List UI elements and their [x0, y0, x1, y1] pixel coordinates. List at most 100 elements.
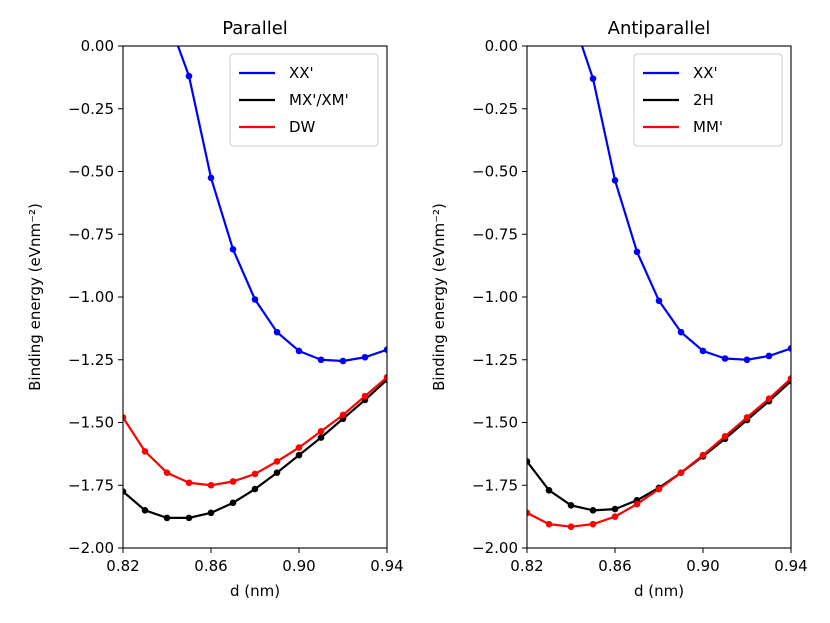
x-tick-label: 0.86 — [598, 557, 631, 575]
data-point-dw — [361, 392, 369, 400]
data-point-xx — [611, 176, 619, 184]
x-axis-label: d (nm) — [230, 582, 280, 600]
data-point-mx-xm — [207, 509, 215, 517]
data-point-xx — [787, 345, 791, 352]
y-tick-label: −0.50 — [68, 163, 114, 181]
data-point-xx — [655, 297, 663, 305]
data-point-xx — [251, 296, 259, 303]
y-tick-label: −2.00 — [68, 539, 114, 557]
data-point-mx-xm — [317, 434, 325, 441]
data-point-mx-xm — [123, 488, 127, 495]
legend-label-xx: XX' — [289, 64, 314, 82]
x-tick-label: 0.94 — [370, 557, 403, 575]
data-point-mm — [655, 485, 663, 493]
data-point-xx — [677, 328, 685, 336]
data-point-xx — [339, 357, 347, 365]
y-tick-label: 0.00 — [81, 37, 114, 55]
series-line-dw — [123, 376, 387, 487]
chart-title: Antiparallel — [608, 18, 711, 39]
data-point-2h — [545, 486, 553, 494]
data-point-xx — [383, 346, 387, 354]
data-point-mm — [611, 513, 619, 520]
data-point-dw — [229, 478, 237, 485]
data-point-dw — [163, 469, 171, 477]
legend-box — [229, 53, 379, 147]
legend-box — [633, 53, 783, 147]
chart-title: Parallel — [222, 18, 288, 39]
data-point-xx — [589, 75, 597, 82]
data-point-mm — [743, 414, 751, 421]
data-point-dw — [141, 448, 149, 455]
data-point-dw — [295, 444, 303, 451]
y-tick-label: −1.50 — [472, 414, 518, 432]
y-tick-label: −1.00 — [68, 288, 114, 306]
y-tick-label: 0.00 — [485, 37, 518, 55]
data-point-mx-xm — [141, 507, 149, 514]
x-tick-label: 0.86 — [194, 557, 227, 575]
data-point-xx — [699, 347, 707, 355]
data-point-mm — [677, 469, 685, 477]
y-tick-label: −1.50 — [68, 414, 114, 432]
y-tick-label: −0.75 — [472, 225, 518, 243]
legend-label-mm: MM' — [693, 118, 723, 136]
legend-label-dw: DW — [289, 118, 316, 136]
y-tick-label: −1.25 — [472, 351, 518, 369]
data-point-dw — [273, 458, 281, 465]
legend-label-mx-xm: MX'/XM' — [289, 91, 349, 109]
y-axis-label: Binding energy (eVnm⁻²) — [26, 203, 44, 391]
data-point-mx-xm — [251, 485, 259, 493]
data-point-xx — [317, 356, 325, 364]
y-tick-label: −1.25 — [68, 351, 114, 369]
data-point-mm — [699, 451, 707, 459]
y-tick-label: −0.25 — [472, 100, 518, 118]
data-point-xx — [633, 248, 641, 256]
data-point-mm — [545, 520, 553, 528]
parallel-panel: Parallel Binding energy (eVnm⁻²) d (nm) … — [26, 18, 404, 600]
data-point-mm — [567, 523, 575, 530]
data-point-mx-xm — [163, 514, 171, 522]
data-point-mx-xm — [273, 469, 281, 477]
data-point-xx — [273, 328, 281, 336]
y-tick-label: −1.75 — [68, 476, 114, 494]
x-tick-label: 0.94 — [774, 557, 807, 575]
legend-label-xx: XX' — [693, 64, 718, 82]
data-point-xx — [207, 174, 215, 182]
data-point-dw — [185, 479, 193, 487]
data-point-xx — [229, 246, 237, 253]
y-tick-label: −1.00 — [472, 288, 518, 306]
y-tick-label: −0.50 — [472, 163, 518, 181]
x-tick-label: 0.90 — [686, 557, 719, 575]
data-point-xx — [721, 355, 729, 362]
y-tick-label: −2.00 — [472, 539, 518, 557]
data-point-mm — [765, 395, 773, 402]
data-point-2h — [567, 502, 575, 509]
antiparallel-panel: Antiparallel Binding energy (eVnm⁻²) d (… — [430, 18, 808, 600]
data-point-2h — [611, 505, 619, 513]
data-point-mm — [527, 509, 531, 517]
data-point-2h — [527, 458, 531, 465]
data-point-dw — [339, 411, 347, 419]
data-point-mm — [721, 433, 729, 440]
data-point-xx — [361, 353, 369, 361]
y-axis-label: Binding energy (eVnm⁻²) — [430, 203, 448, 391]
legend: XX' 2H MM' — [633, 53, 783, 147]
series-line-mx-xm — [123, 379, 387, 519]
data-point-dw — [383, 374, 387, 381]
data-point-dw — [123, 414, 127, 421]
data-point-mm — [787, 375, 791, 382]
legend: XX' MX'/XM' DW — [229, 53, 379, 147]
y-tick-label: −1.75 — [472, 476, 518, 494]
data-point-dw — [251, 470, 259, 478]
x-tick-label: 0.82 — [106, 557, 139, 575]
x-tick-label: 0.90 — [282, 557, 315, 575]
legend-label-2h: 2H — [693, 91, 714, 109]
data-point-dw — [207, 481, 215, 489]
data-point-xx — [765, 352, 773, 360]
plot-area — [123, 46, 387, 522]
data-point-xx — [185, 72, 193, 80]
data-point-mx-xm — [185, 514, 193, 522]
data-point-2h — [589, 507, 597, 514]
y-tick-label: −0.75 — [68, 225, 114, 243]
plot-area — [527, 46, 791, 530]
